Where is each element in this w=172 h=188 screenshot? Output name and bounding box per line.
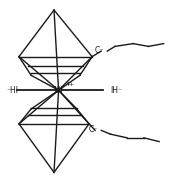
Text: C⁻: C⁻ bbox=[94, 46, 104, 55]
Text: ⁻HI: ⁻HI bbox=[7, 86, 19, 95]
Text: IH⁻: IH⁻ bbox=[110, 86, 122, 95]
Text: W: W bbox=[54, 86, 63, 95]
Text: 4+: 4+ bbox=[65, 82, 75, 87]
Text: C⁻: C⁻ bbox=[88, 125, 97, 134]
